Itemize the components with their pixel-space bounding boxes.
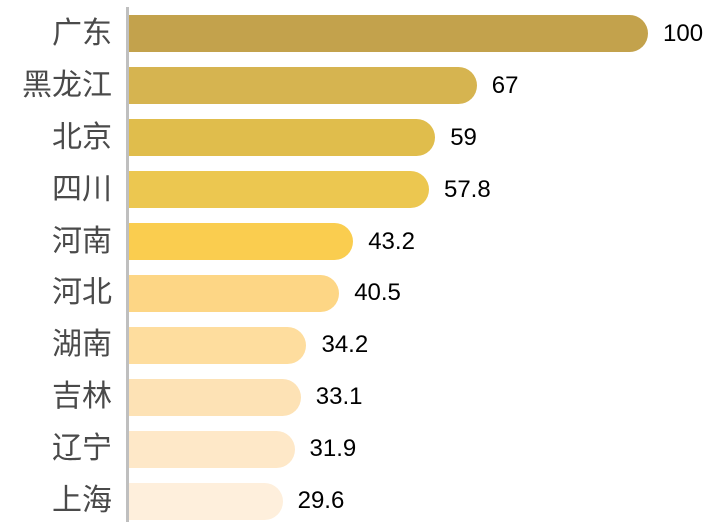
value-label: 59 [450,123,477,151]
chart-rows: 广东 100 黑龙江 67 北京 59 四川 57.8 河南 43.2 河北 40.5 湖南 34.2 吉林… [0,8,715,527]
bar-area: 34.2 [129,326,369,364]
category-label: 广东 [52,15,112,51]
y-axis-line [126,7,129,522]
bar-area: 40.5 [129,274,401,312]
value-label: 31.9 [309,435,357,463]
chart-row: 吉林 33.1 [0,371,715,423]
bar [129,119,436,157]
category-label: 吉林 [52,379,112,415]
bar-area: 33.1 [129,378,363,416]
chart-row: 河北 40.5 [0,268,715,320]
bar-area: 100 [129,15,704,53]
bar [129,171,429,209]
value-label: 100 [663,19,704,47]
value-label: 33.1 [315,383,363,411]
bar [129,430,295,468]
category-label: 辽宁 [52,431,112,467]
chart-row: 四川 57.8 [0,164,715,216]
category-label: 上海 [52,483,112,519]
category-label: 河南 [52,223,112,259]
category-label: 北京 [52,119,112,155]
category-label: 黑龙江 [22,67,112,103]
value-label: 57.8 [443,175,491,203]
category-label: 河北 [52,275,112,311]
bar-area: 57.8 [129,171,491,209]
bar [129,67,477,105]
bar [129,223,354,261]
chart-row: 北京 59 [0,112,715,164]
bar [129,378,301,416]
bar-area: 31.9 [129,430,357,468]
chart-row: 辽宁 31.9 [0,423,715,475]
value-label: 67 [491,71,519,99]
chart-row: 黑龙江 67 [0,60,715,112]
chart-row: 河南 43.2 [0,216,715,268]
bar [129,326,307,364]
category-label: 湖南 [52,327,112,363]
bar [129,274,340,312]
bar-area: 29.6 [129,482,345,520]
bar-area: 59 [129,119,477,157]
bar-area: 67 [129,67,519,105]
value-label: 40.5 [354,279,401,307]
category-label: 四川 [52,171,112,207]
value-label: 43.2 [368,227,415,255]
chart-row: 上海 29.6 [0,475,715,527]
chart-row: 湖南 34.2 [0,319,715,371]
bar-area: 43.2 [129,223,415,261]
bar [129,15,648,53]
bar [129,482,283,520]
value-label: 34.2 [321,331,369,359]
value-label: 29.6 [297,487,345,515]
chart-row: 广东 100 [0,8,715,60]
